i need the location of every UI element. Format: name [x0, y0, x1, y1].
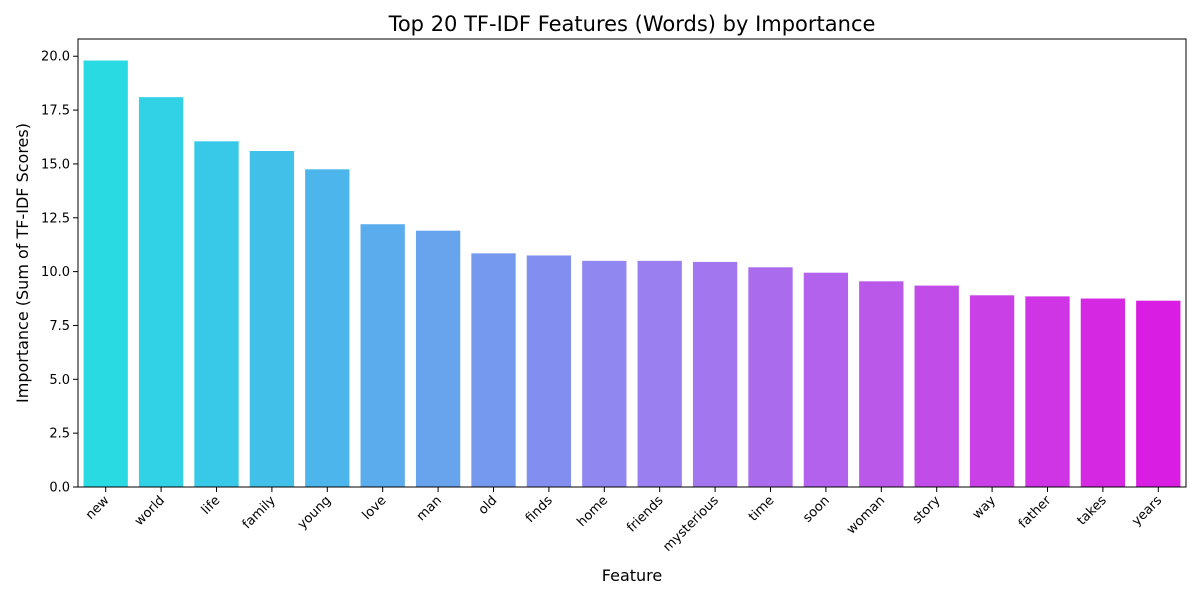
- y-tick-label: 2.5: [49, 427, 70, 442]
- bar-world: [138, 97, 184, 488]
- bar-love: [360, 224, 405, 487]
- bar-home: [582, 260, 627, 487]
- bar-old: [471, 253, 516, 487]
- bar-friends: [637, 260, 682, 487]
- y-tick-label: 5.0: [49, 373, 70, 388]
- x-tick-label-finds: finds: [523, 493, 556, 526]
- x-tick-label-way: way: [970, 493, 999, 522]
- y-tick-label: 17.5: [41, 104, 70, 119]
- x-tick-label-takes: takes: [1074, 493, 1109, 528]
- x-axis-ticks: new world life family young love man old finds ho…: [83, 487, 1165, 555]
- chart-title: Top 20 TF-IDF Features (Words) by Import…: [388, 12, 876, 36]
- plot-area-frame: [77, 38, 1187, 488]
- x-axis-label: Feature: [602, 566, 662, 585]
- y-tick-label: 15.0: [41, 157, 70, 172]
- bar-family: [249, 151, 295, 487]
- x-tick-label-new: new: [83, 493, 113, 523]
- x-tick-label-soon: soon: [800, 493, 832, 525]
- y-tick-label: 12.5: [41, 211, 70, 226]
- x-tick-label-young: young: [295, 493, 334, 532]
- y-tick-label: 10.0: [41, 265, 70, 280]
- y-axis-ticks: 0.0 2.5 5.0 7.5 10.0 12.5 15.0 17.5 20.0: [41, 50, 78, 496]
- x-tick-label-man: man: [414, 493, 445, 524]
- x-tick-label-time: time: [746, 493, 777, 524]
- x-tick-label-life: life: [199, 493, 224, 518]
- bar-time: [748, 267, 793, 487]
- bar-new: [83, 60, 128, 488]
- bar-years: [1136, 300, 1181, 487]
- bar-story: [914, 285, 959, 487]
- bar-soon: [803, 272, 849, 487]
- bar-man: [415, 230, 461, 487]
- x-tick-label-world: world: [132, 493, 168, 529]
- x-tick-label-friends: friends: [624, 493, 666, 535]
- x-tick-label-home: home: [574, 493, 611, 530]
- bar-finds: [526, 255, 572, 487]
- bar-father: [1025, 296, 1070, 487]
- bar-woman: [859, 281, 904, 487]
- y-tick-label: 20.0: [41, 50, 70, 65]
- y-tick-label: 7.5: [49, 319, 70, 334]
- bars-group: [83, 60, 1181, 488]
- x-tick-label-woman: woman: [844, 493, 888, 537]
- bar-life: [194, 141, 239, 488]
- x-tick-label-old: old: [476, 493, 501, 518]
- y-axis-label: Importance (Sum of TF-IDF Scores): [13, 123, 32, 403]
- bar-takes: [1080, 298, 1126, 487]
- x-tick-label-mysterious: mysterious: [660, 493, 722, 555]
- bar-way: [969, 295, 1015, 487]
- bar-young: [305, 169, 350, 488]
- y-tick-label: 0.0: [49, 481, 70, 496]
- x-tick-label-family: family: [240, 493, 279, 532]
- x-tick-label-story: story: [910, 493, 944, 527]
- x-tick-label-father: father: [1016, 493, 1055, 532]
- bar-mysterious: [692, 261, 738, 487]
- x-tick-label-years: years: [1129, 493, 1165, 529]
- x-tick-label-love: love: [360, 493, 390, 523]
